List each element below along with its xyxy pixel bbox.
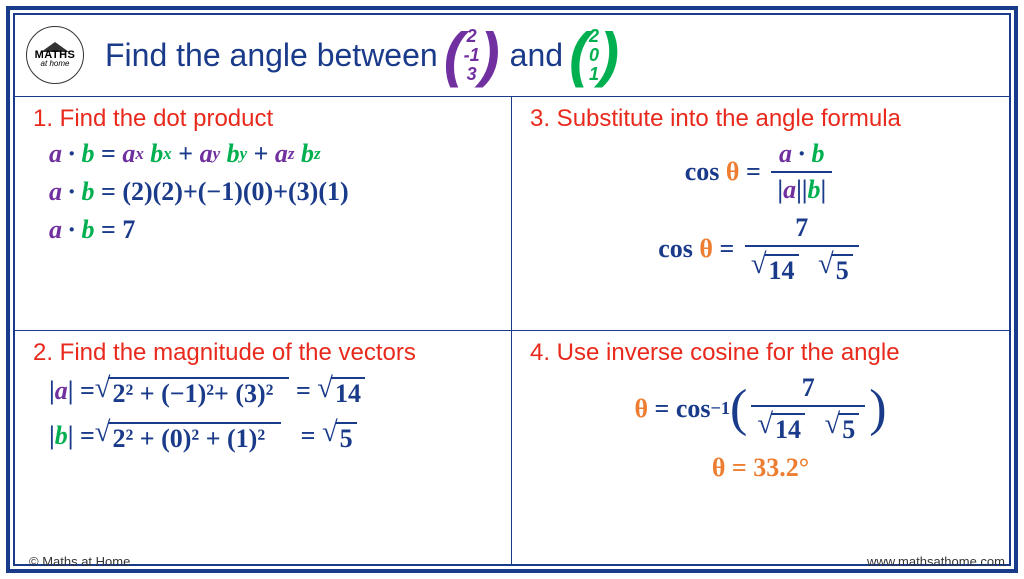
steps-grid: 1. Find the dot product a ∙ b = ax bx + … <box>15 97 1009 564</box>
header-prefix: Find the angle between <box>105 37 438 74</box>
step-4-cell: 4. Use inverse cosine for the angle θ = … <box>512 331 1009 565</box>
step-1-formula: a ∙ b = ax bx + ay by + az bz <box>49 139 493 169</box>
step-2-title: 2. Find the magnitude of the vectors <box>33 339 493 367</box>
footer-url: www.mathsathome.com <box>867 554 1005 569</box>
step-1-substitution: a ∙ b = (2)(2)+(−1)(0)+(3)(1) <box>49 177 493 207</box>
vec-b-1: 0 <box>589 46 599 65</box>
footer-copyright: © Maths at Home <box>29 554 130 569</box>
step-3-cell: 3. Substitute into the angle formula cos… <box>512 97 1009 331</box>
step-1-cell: 1. Find the dot product a ∙ b = ax bx + … <box>15 97 512 331</box>
inner-frame: MATHS at home Find the angle between ( 2… <box>13 13 1011 566</box>
step-3-title: 3. Substitute into the angle formula <box>530 105 991 133</box>
step-2-mag-b: |b| = √2² + (0)² + (1)² = √5 <box>49 417 493 454</box>
footer: © Maths at Home www.mathsathome.com <box>15 554 1019 569</box>
step-2-mag-a: |a| = √2² + (−1)²+ (3)² = √14 <box>49 373 493 410</box>
vec-a-1: -1 <box>464 46 480 65</box>
outer-frame: MATHS at home Find the angle between ( 2… <box>6 6 1018 573</box>
step-3-formula: cos θ = a ∙ b |a||b| <box>530 139 991 205</box>
step-1-result: a ∙ b = 7 <box>49 215 493 245</box>
step-4-result: θ = 33.2° <box>530 453 991 483</box>
vec-a-0: 2 <box>464 27 480 46</box>
question-header: Find the angle between ( 2 -1 3 ) and ( … <box>15 15 1009 97</box>
step-4-title: 4. Use inverse cosine for the angle <box>530 339 991 367</box>
logo-badge: MATHS at home <box>26 26 84 84</box>
vector-a-display: ( 2 -1 3 ) <box>444 27 500 84</box>
vec-b-2: 1 <box>589 65 599 84</box>
vector-b-display: ( 2 0 1 ) <box>569 27 619 84</box>
vec-a-2: 3 <box>464 65 480 84</box>
logo-text-2: at home <box>41 60 70 68</box>
step-4-formula: θ = cos−1 ( 7 √14 √5 ) <box>530 373 991 446</box>
vec-b-0: 2 <box>589 27 599 46</box>
header-mid: and <box>510 37 563 74</box>
step-3-substitution: cos θ = 7 √14 √5 <box>530 213 991 286</box>
step-2-cell: 2. Find the magnitude of the vectors |a|… <box>15 331 512 565</box>
step-1-title: 1. Find the dot product <box>33 105 493 133</box>
